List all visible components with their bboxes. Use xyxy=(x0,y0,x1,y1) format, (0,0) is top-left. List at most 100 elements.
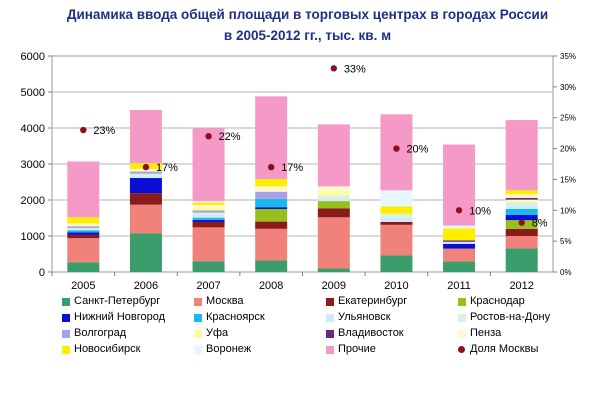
legend-swatch-icon xyxy=(326,313,334,322)
bar-segment xyxy=(380,190,413,207)
bar-segment xyxy=(67,230,100,233)
legend-label: Екатеринбург xyxy=(338,295,408,307)
bar-segment xyxy=(317,268,350,272)
bar-segment xyxy=(67,229,100,231)
bar-segment xyxy=(67,226,100,229)
legend-item: Пенза xyxy=(458,327,501,340)
legend-label: Москва xyxy=(206,295,244,307)
bar-segment xyxy=(255,228,288,261)
legend-item: Новосибирск xyxy=(62,343,140,356)
bar-segment xyxy=(255,221,288,229)
legend-label: Волгоград xyxy=(74,327,127,339)
legend-label: Санкт-Петербург xyxy=(74,295,161,307)
legend-swatch-icon xyxy=(194,297,202,306)
legend-item: Москва xyxy=(194,295,244,308)
bar-segment xyxy=(443,241,476,244)
bar-segment xyxy=(255,186,288,192)
moscow-share-label: 8% xyxy=(532,218,548,230)
moscow-share-point xyxy=(393,145,400,152)
x-tick-label: 2007 xyxy=(196,280,220,292)
legend-label: Ульяновск xyxy=(338,311,391,323)
legend-swatch-icon xyxy=(458,329,466,338)
bar-segment xyxy=(317,190,350,196)
legend-label: Пенза xyxy=(470,327,502,339)
moscow-share-label: 23% xyxy=(93,125,115,137)
bar-segment xyxy=(317,198,350,202)
bar-segment xyxy=(317,208,350,218)
y-tick-label: 0 xyxy=(39,267,45,279)
x-tick-label: 2011 xyxy=(447,280,471,292)
bar-segment xyxy=(505,120,538,191)
legend-swatch-icon xyxy=(194,313,202,322)
legend-item: Волгоград xyxy=(62,327,126,340)
bar-segment xyxy=(129,173,162,177)
bar-segment xyxy=(380,206,413,214)
bar-segment xyxy=(380,221,413,225)
bar-segment xyxy=(255,191,288,199)
legend-swatch-icon xyxy=(62,329,70,338)
moscow-share-label: 10% xyxy=(469,205,491,217)
y-tick-label: 1000 xyxy=(21,231,45,243)
bar-segment xyxy=(443,243,476,249)
y-tick-label: 3000 xyxy=(21,159,45,171)
bar-segment xyxy=(505,228,538,236)
x-tick-label: 2005 xyxy=(71,280,95,292)
bar-segment xyxy=(129,178,162,194)
bar-segment xyxy=(129,169,162,172)
legend-label: Новосибирск xyxy=(74,343,141,355)
bar-segment xyxy=(505,236,538,249)
legend-swatch-icon xyxy=(326,297,334,306)
legend-item: Воронеж xyxy=(194,343,251,356)
moscow-share-label: 22% xyxy=(219,131,241,143)
moscow-share-point xyxy=(205,133,212,140)
legend-swatch-icon xyxy=(194,329,202,338)
bar-segment xyxy=(443,240,476,242)
bar-segment xyxy=(67,234,100,239)
moscow-share-label: 33% xyxy=(344,63,366,75)
legend-item: Санкт-Петербург xyxy=(62,295,160,308)
legend-label: Ростов-на-Дону xyxy=(470,311,551,323)
moscow-share-label: 17% xyxy=(156,162,178,174)
bar-segment xyxy=(505,214,538,221)
bar-segment xyxy=(192,205,225,208)
legend-label: Прочие xyxy=(338,343,376,355)
chart-title-line-1: Динамика ввода общей площади в торговых … xyxy=(66,7,549,22)
legend-item: Краснодар xyxy=(458,295,525,308)
legend-label: Доля Москвы xyxy=(470,343,539,355)
moscow-share-point xyxy=(142,163,150,171)
bar-segment xyxy=(67,262,100,272)
y2-tick-label: 5% xyxy=(560,237,572,246)
legend-swatch-icon xyxy=(194,345,202,354)
bar-segment xyxy=(380,224,413,256)
bar-segment xyxy=(67,161,100,218)
bar-segment xyxy=(317,195,350,199)
moscow-share-point xyxy=(518,219,525,226)
legend-item: Доля Москвы xyxy=(458,343,538,356)
legend-swatch-icon xyxy=(326,345,334,354)
legend-label: Воронеж xyxy=(206,343,252,355)
bar-segment xyxy=(317,124,350,187)
bar-segment xyxy=(192,212,225,215)
legend-swatch-icon xyxy=(458,313,466,322)
bar-segment xyxy=(505,248,538,272)
legend-swatch-icon xyxy=(62,313,70,322)
legend-swatch-icon xyxy=(62,345,70,354)
bar-segment xyxy=(129,193,162,205)
bar-segment xyxy=(67,223,100,225)
y2-tick-label: 25% xyxy=(560,114,576,123)
legend-item: Екатеринбург xyxy=(326,295,407,308)
bar-segment xyxy=(192,219,225,222)
legend-item: Нижний Новгород xyxy=(62,311,165,324)
legend-item: Красноярск xyxy=(194,311,265,324)
x-tick-label: 2008 xyxy=(259,280,283,292)
legend-label: Владивосток xyxy=(338,327,404,339)
bar-segment xyxy=(67,228,100,230)
legend-item: Владивосток xyxy=(326,327,404,340)
y2-tick-label: 35% xyxy=(560,52,576,61)
bar-segment xyxy=(443,228,476,241)
bar-segment xyxy=(67,238,100,263)
bar-segment xyxy=(129,110,162,164)
bar-segment xyxy=(317,217,350,269)
bar-segment xyxy=(129,176,162,179)
bar-segment xyxy=(505,197,538,200)
